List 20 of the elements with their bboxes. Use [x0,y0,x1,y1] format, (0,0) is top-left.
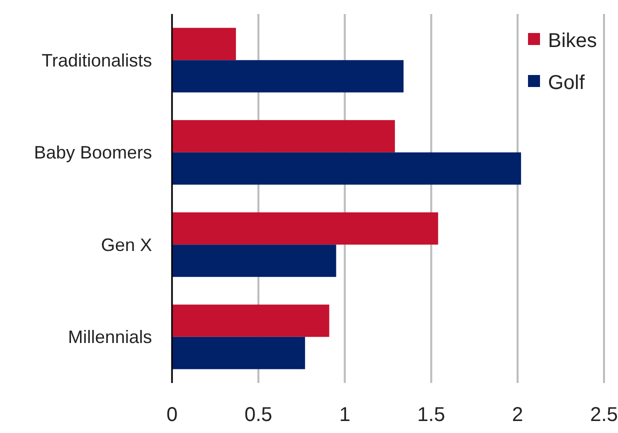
x-tick-label: 1.5 [417,404,446,426]
bar [172,336,306,370]
bar [172,244,336,277]
bar [172,120,395,152]
bar [172,212,438,245]
x-tick-label: 0 [166,404,178,426]
x-tick-label: 0.5 [244,404,272,426]
bar [172,60,404,92]
legend-label: Golf [548,72,586,94]
bar [172,152,522,185]
y-tick-label: Millennials [68,327,152,348]
x-tick-label: 2 [512,404,524,426]
legend-label: Bikes [548,30,597,52]
x-tick-label: 1 [339,404,350,426]
y-tick-label: Baby Boomers [34,142,152,163]
y-tick-label: Traditionalists [42,50,152,70]
bar [172,28,236,60]
y-tick-label: Gen X [100,234,152,255]
x-tick-label: 2.5 [590,404,618,426]
bar [172,304,330,337]
